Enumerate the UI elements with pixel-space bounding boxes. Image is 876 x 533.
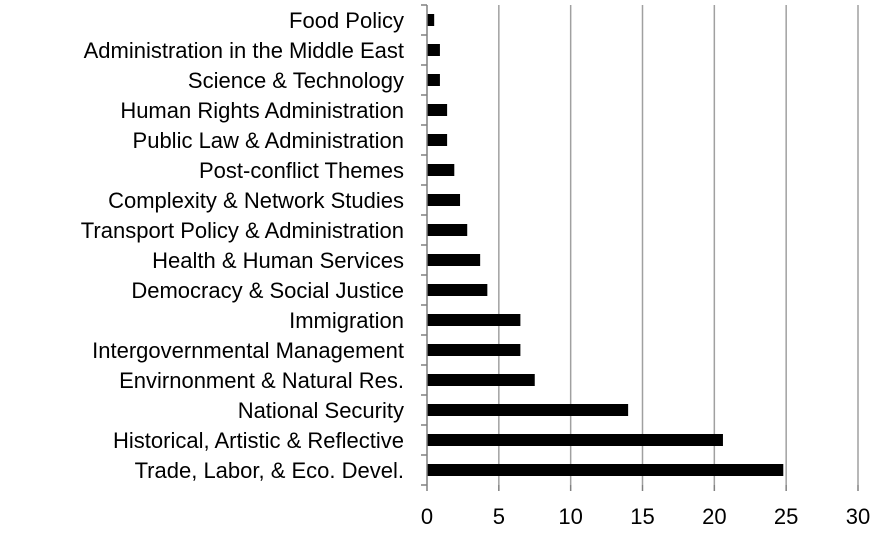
x-tick-label: 30 xyxy=(846,504,870,529)
category-label: Intergovernmental Management xyxy=(92,338,404,363)
category-label: Historical, Artistic & Reflective xyxy=(113,428,404,453)
category-label: Food Policy xyxy=(289,8,404,33)
category-label: Public Law & Administration xyxy=(133,128,404,153)
category-label: Science & Technology xyxy=(188,68,404,93)
bar xyxy=(427,374,535,386)
bar xyxy=(427,134,448,146)
bar xyxy=(427,14,435,26)
bar xyxy=(427,254,481,266)
bar xyxy=(427,284,488,296)
x-tick-label: 0 xyxy=(421,504,433,529)
bar xyxy=(427,74,440,86)
category-label: Health & Human Services xyxy=(152,248,404,273)
x-tick-label: 5 xyxy=(493,504,505,529)
x-tick-labels: 0 5 10 15 20 25 30 xyxy=(421,504,870,529)
x-tick-label: 15 xyxy=(630,504,654,529)
bar xyxy=(427,104,448,116)
category-label: Democracy & Social Justice xyxy=(131,278,404,303)
x-tick-label: 10 xyxy=(558,504,582,529)
category-label: Post-conflict Themes xyxy=(199,158,404,183)
category-label: Envirnonment & Natural Res. xyxy=(119,368,404,393)
bar xyxy=(427,164,455,176)
bar xyxy=(427,224,468,236)
axes xyxy=(421,4,859,491)
x-tick-label: 25 xyxy=(774,504,798,529)
category-label: Immigration xyxy=(289,308,404,333)
category-label: National Security xyxy=(238,398,404,423)
category-label: Transport Policy & Administration xyxy=(81,218,404,243)
bar xyxy=(427,194,461,206)
bar xyxy=(427,404,629,416)
x-tick-label: 20 xyxy=(702,504,726,529)
category-label: Complexity & Network Studies xyxy=(108,188,404,213)
bar xyxy=(427,464,784,476)
category-label: Trade, Labor, & Eco. Devel. xyxy=(135,458,404,483)
category-label: Administration in the Middle East xyxy=(84,38,404,63)
bar xyxy=(427,344,521,356)
category-labels: Food Policy Administration in the Middle … xyxy=(81,8,404,483)
bar xyxy=(427,314,521,326)
category-label: Human Rights Administration xyxy=(120,98,404,123)
bars xyxy=(427,14,784,476)
bar xyxy=(427,434,723,446)
bar xyxy=(427,44,440,56)
